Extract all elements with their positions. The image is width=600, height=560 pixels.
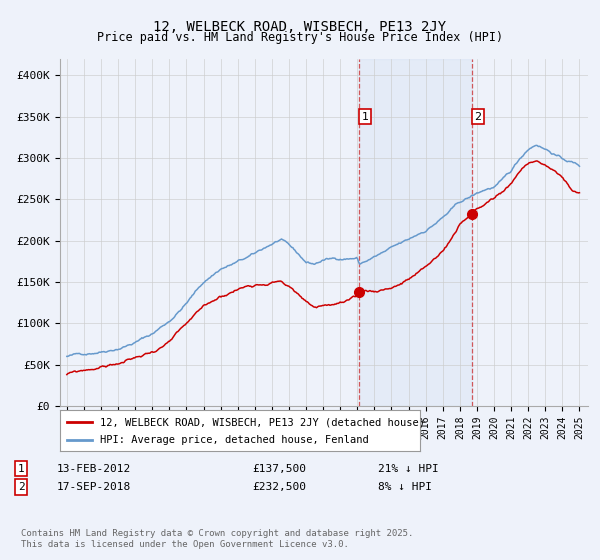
Text: 1: 1: [17, 464, 25, 474]
Bar: [359, 59, 472, 406]
Text: £137,500: £137,500: [252, 464, 306, 474]
Text: 2: 2: [475, 111, 482, 122]
Text: HPI: Average price, detached house, Fenland: HPI: Average price, detached house, Fenl…: [100, 435, 368, 445]
Text: 8% ↓ HPI: 8% ↓ HPI: [378, 482, 432, 492]
Text: Price paid vs. HM Land Registry's House Price Index (HPI): Price paid vs. HM Land Registry's House …: [97, 31, 503, 44]
Text: Contains HM Land Registry data © Crown copyright and database right 2025.
This d: Contains HM Land Registry data © Crown c…: [21, 529, 413, 549]
Text: 12, WELBECK ROAD, WISBECH, PE13 2JY (detached house): 12, WELBECK ROAD, WISBECH, PE13 2JY (det…: [100, 418, 425, 428]
Text: 13-FEB-2012: 13-FEB-2012: [57, 464, 131, 474]
Text: 21% ↓ HPI: 21% ↓ HPI: [378, 464, 439, 474]
Text: 1: 1: [362, 111, 368, 122]
Text: 12, WELBECK ROAD, WISBECH, PE13 2JY: 12, WELBECK ROAD, WISBECH, PE13 2JY: [154, 20, 446, 34]
Text: £232,500: £232,500: [252, 482, 306, 492]
Text: 17-SEP-2018: 17-SEP-2018: [57, 482, 131, 492]
Text: 2: 2: [17, 482, 25, 492]
